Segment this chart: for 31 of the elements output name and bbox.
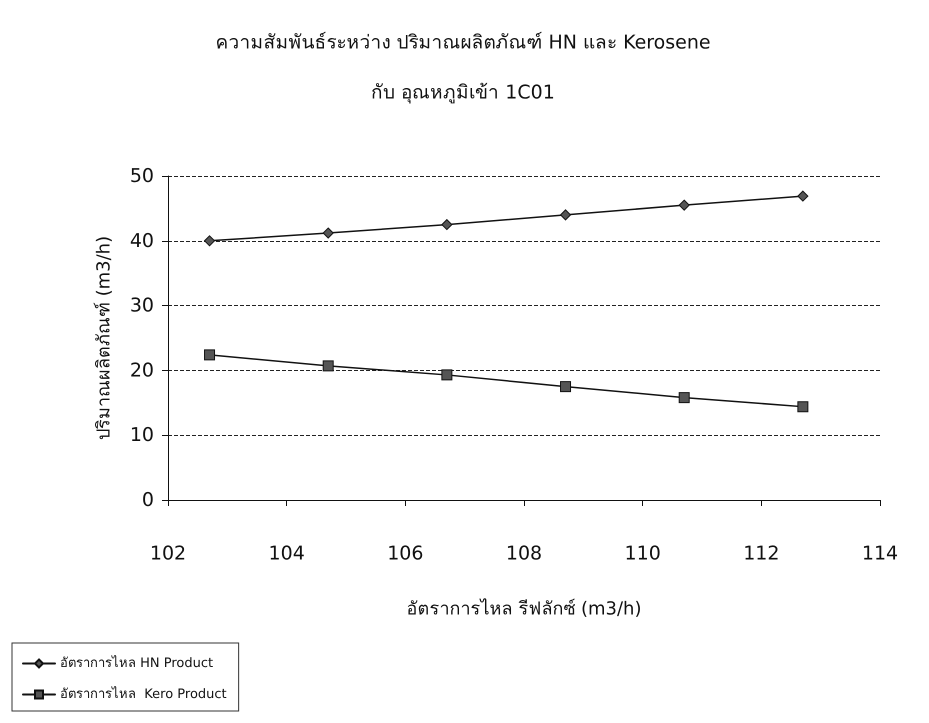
legend-label: อัตราการไหล Kero Product xyxy=(60,686,227,702)
x-tick-label: 110 xyxy=(624,542,661,564)
x-tick-label: 102 xyxy=(150,542,186,564)
y-tick-label: 10 xyxy=(130,424,154,446)
point xyxy=(678,392,690,404)
x-axis-title: อัตราการไหล รีฟลักซ์ (m3/h) xyxy=(406,598,642,620)
chart-subtitle: กับ อุณหภูมิเข้า 1C01 xyxy=(371,82,555,104)
point xyxy=(441,219,452,230)
point xyxy=(441,369,452,380)
y-tick-label: 30 xyxy=(130,294,154,317)
y-axis-title: ปริมาณผลิตภัณฑ์ (m3/h) xyxy=(94,236,114,440)
point xyxy=(322,228,334,239)
point xyxy=(322,360,334,372)
x-tick-label: 108 xyxy=(506,542,542,564)
x-tick-label: 114 xyxy=(862,542,898,564)
y-tick-label: 40 xyxy=(130,230,154,252)
legend-label: อัตราการไหล HN Product xyxy=(60,655,214,671)
point xyxy=(560,209,572,220)
point xyxy=(797,190,808,202)
y-tick-label: 20 xyxy=(130,359,154,382)
point xyxy=(678,200,690,211)
chart-title: ความสัมพันธ์ระหว่าง ปริมาณผลิตภัณฑ์ HN และ Kerosene xyxy=(215,32,711,54)
point xyxy=(797,401,808,412)
point xyxy=(204,349,216,360)
y-tick-label: 0 xyxy=(142,489,154,511)
x-tick-label: 112 xyxy=(743,542,780,564)
x-tick-label: 106 xyxy=(387,542,424,564)
point xyxy=(204,235,216,246)
point xyxy=(560,381,572,392)
y-tick-label: 50 xyxy=(130,165,154,187)
x-tick-label: 104 xyxy=(268,542,305,564)
